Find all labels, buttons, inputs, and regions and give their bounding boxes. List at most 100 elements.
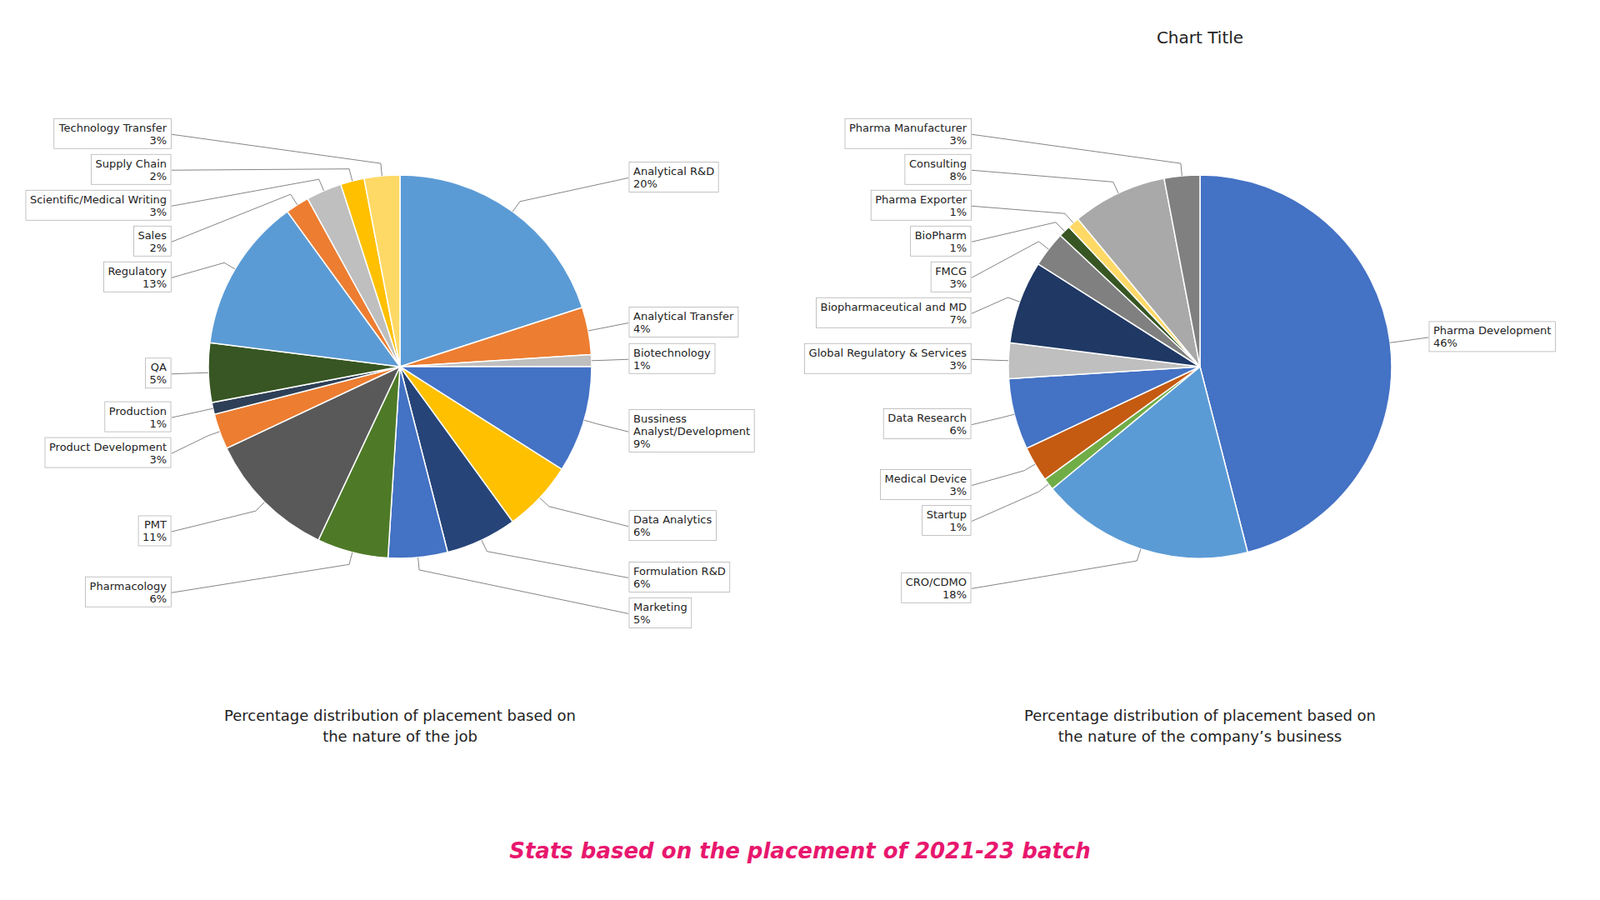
data-label-box [805,343,972,374]
leader-line [971,134,1182,176]
data-label-text: Sales2% [137,228,167,254]
data-label-box [880,470,971,500]
data-label: Analytical Transfer4% [629,307,739,338]
data-label: Pharmacology6% [85,576,172,607]
data-label-text: FMCG3% [935,264,967,290]
data-label-text: Biopharmaceutical and MD7% [820,300,967,325]
leader-line [171,502,265,532]
data-label-text: Regulatory13% [107,264,167,290]
data-label-text: Formulation R&D6% [633,564,726,590]
data-label-text: Product Development3% [49,440,167,465]
data-label-line: Marketing [633,600,688,613]
leader-line [171,179,325,206]
data-label-box [629,410,755,453]
data-label-box [930,261,971,292]
data-label-line: 9% [633,437,651,450]
data-label-line: Data Analytics [633,513,712,526]
data-label-box [910,225,971,256]
leader-line [171,552,353,593]
data-label-box [25,190,171,220]
data-label-line: Biopharmaceutical and MD [820,300,967,313]
leader-line [971,359,1009,361]
data-label-line: Regulatory [107,264,167,277]
pie-slice [400,355,592,367]
pie-chart: Pharma Development46%CRO/CDMO18%Startup1… [805,118,1556,603]
leader-line [1390,337,1429,343]
data-label-line: 3% [949,485,967,498]
data-label-line: QA [150,360,167,374]
data-label-box [138,515,171,546]
data-label-line: Formulation R&D [633,564,726,577]
leader-line [971,170,1119,194]
data-label-text: Pharma Development46% [1433,324,1551,350]
data-label-line: FMCG [935,264,967,277]
data-label-line: Startup [926,508,967,521]
data-label: PMT11% [138,515,171,546]
data-label-box [922,505,971,536]
data-label: CRO/CDMO18% [901,572,971,603]
data-label: BioPharm1% [910,225,971,256]
data-label-text: Data Research6% [887,411,967,437]
data-label-text: BussinessAnalyst/Development9% [633,412,750,450]
leader-line [971,241,1049,278]
data-label-box [629,597,692,628]
data-label: Pharma Exporter1% [870,190,971,220]
data-label-text: Data Analytics6% [633,513,712,539]
data-label-box [629,307,739,338]
leader-line [971,414,1015,425]
data-label-line: Global Regulatory & Services [809,345,968,359]
data-label: Global Regulatory & Services3% [805,343,972,374]
data-labels: Analytical R&D20% Analytical Transfer4% Bi… [25,118,755,628]
data-label-line: 6% [633,576,651,590]
leader-line [171,134,382,176]
data-label: Analytical R&D20% [629,161,719,192]
data-label: Technology Transfer3% [54,118,172,149]
data-label-line: 18% [942,587,967,600]
data-label-line: 1% [949,520,967,534]
chart-subtitle-line: the nature of the job [322,727,478,745]
leader-line [171,431,220,454]
data-label-line: 1% [949,205,967,218]
data-label: Pharma Manufacturer3% [845,118,972,149]
data-label: Pharma Development46% [1429,321,1555,352]
pie-chart: Analytical R&D20% Analytical Transfer4% Bi… [25,118,755,628]
data-label-text: Startup1% [926,508,967,534]
data-label-line: Biotechnology [633,345,711,359]
leader-line [171,169,353,182]
data-label-line: CRO/CDMO [905,575,967,588]
data-label-box [629,510,716,541]
pie-slice [400,307,592,367]
leader-line [971,297,1020,314]
chart-subtitle: Percentage distribution of placement bas… [224,706,576,745]
data-label-box [883,409,971,440]
leader-line [171,372,209,375]
data-label: Biotechnology1% [629,343,715,374]
data-label-text: Analytical Transfer4% [633,310,735,335]
data-label-line: Supply Chain [95,156,167,170]
data-label: QA5% [145,358,171,389]
leader-line [971,484,1049,522]
data-label-text: Global Regulatory & Services3% [809,345,968,371]
data-label-line: Medical Device [885,472,967,485]
data-label-line: 46% [1433,336,1458,350]
chart-canvas: Analytical R&D20% Analytical Transfer4% Bi… [0,0,1600,900]
data-label-box [870,190,971,220]
data-label: Biopharmaceutical and MD7% [816,297,971,328]
slices [208,175,592,559]
data-label: Consulting8% [905,154,971,185]
data-label-line: Data Research [887,411,967,425]
data-label-line: Analytical Transfer [633,310,735,323]
leader-line [171,262,235,278]
data-label-line: PMT [144,518,167,531]
data-label-line: 3% [949,358,967,371]
pie-slice [1008,366,1200,449]
data-label-box [845,118,972,149]
data-label-text: Scientific/Medical Writing3% [30,192,167,218]
data-labels: Pharma Development46%CRO/CDMO18%Startup1… [805,118,1556,603]
data-label: Formulation R&D6% [629,561,730,592]
data-label: Product Development3% [45,437,171,468]
data-label-line: Product Development [49,440,167,453]
page-title-line: Stats based on the placement of 2021-23 … [509,838,1091,864]
data-label-box [145,358,171,389]
data-label-text: Biotechnology1% [633,345,711,371]
